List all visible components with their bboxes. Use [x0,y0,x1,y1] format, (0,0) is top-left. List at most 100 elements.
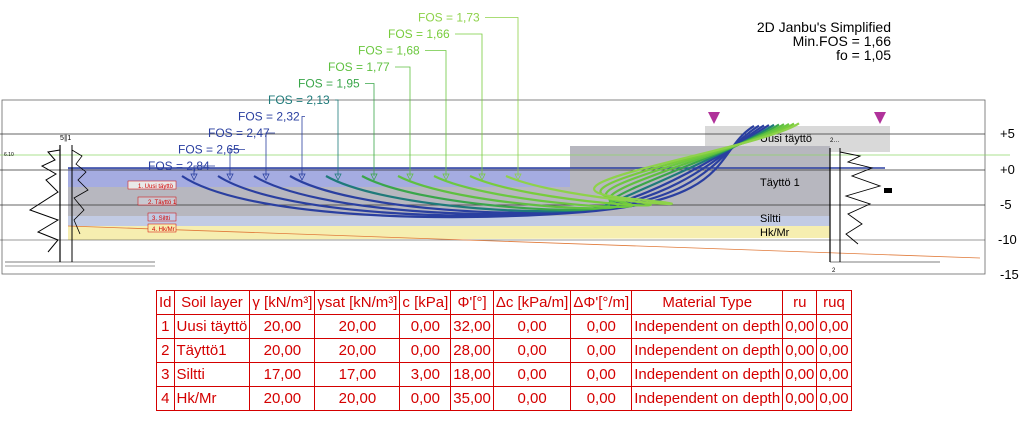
table-row: 1 Uusi täyttö 20,00 20,00 0,00 32,00 0,00 0,00 I… [156,314,852,339]
table-cell: Independent on depth [631,362,784,387]
table-cell: 0,00 [570,386,633,411]
slip-entry-marker [226,173,234,181]
slip-entry-marker [478,173,486,181]
table-cell: 0,00 [782,314,818,339]
legend-hk: 4. Hk/Mr [152,227,175,233]
min-fos-label: Min.FOS = 1,66 [792,33,891,49]
elev-tick-plus5: +5 [1000,126,1015,141]
table-cell: 20,00 [314,386,401,411]
load-marker-right [874,112,886,124]
elev-tick-minus15: -15 [1000,267,1019,282]
table-header-cell: ΔΦ'[°/m] [570,290,633,315]
elev-tick-minus10: -10 [998,232,1017,247]
table-header-cell: γ [kN/m³] [249,290,316,315]
fos-label: FOS = 1,66 [388,27,450,41]
table-header-cell: ruq [816,290,852,315]
layer-legend: 1. Uusi täyttö 2. Täyttö 1 3. Siltti 4. … [127,180,177,233]
elev-tick-0: +0 [1000,162,1015,177]
fos-leader-line [193,165,215,176]
slip-entry-marker [514,173,522,181]
base-slope-line [67,225,981,259]
table-cell: 20,00 [314,314,401,339]
table-header-cell: Soil layer [173,290,251,315]
legend-siltti: 3. Siltti [152,216,170,222]
table-cell: 0,00 [782,338,818,363]
svg-text:2: 2 [832,268,836,274]
slip-entry-marker [334,173,342,181]
table-cell: 0,00 [570,338,633,363]
slip-entry-marker [406,173,414,181]
slip-entry-marker [442,173,450,181]
table-cell: 0,00 [399,386,452,411]
table-cell: Independent on depth [631,386,784,411]
fos-leader-line [229,149,245,176]
slope-stability-diagram: 5∥1 6.10 1. Uusi täyttö 2. Täyttö 1 3. S… [0,11,1019,282]
table-cell: 0,00 [782,362,818,387]
table-header-cell: γsat [kN/m³] [314,290,401,315]
label-taytto-1: Täyttö 1 [760,177,800,189]
right-borehole-log: 2… 2 [829,138,940,274]
table-cell: 0,00 [782,386,818,411]
table-cell: 1 [156,314,175,339]
elev-tick-minus5: -5 [1000,197,1012,212]
layer-uusi-taytto [705,126,890,152]
layer-siltti [68,216,830,226]
fos-leader-line [485,17,519,176]
fos-label: FOS = 1,95 [298,77,360,91]
fos-label: FOS = 1,68 [358,44,420,58]
soil-parameters-table: Id Soil layer γ [kN/m³] γsat [kN/m³] c [kPa]… [156,290,852,411]
table-cell: Uusi täyttö [173,314,251,339]
fos-leader-line [265,132,275,176]
legend-taytto: 2. Täyttö 1 [148,200,177,206]
slip-surface [361,123,780,211]
table-cell: 0,00 [816,386,852,411]
fos-label: FOS = 2,13 [268,93,330,107]
slip-surface [505,122,800,206]
slip-entry-marker [190,173,198,181]
svg-text:2…: 2… [830,138,839,144]
table-cell: 3,00 [399,362,452,387]
table-cell: 2 [156,338,175,363]
table-cell: 0,00 [816,362,852,387]
table-header-cell: ru [782,290,818,315]
section-frame [1,99,986,275]
table-cell: 20,00 [249,314,316,339]
table-cell: Täyttö1 [173,338,251,363]
table-cell: 0,00 [399,338,452,363]
layer-hk-mr [68,226,830,240]
svg-text:5∥1: 5∥1 [60,134,71,142]
table-cell: 0,00 [492,338,572,363]
fos-leader-line [301,116,305,176]
table-cell: 0,00 [816,314,852,339]
legend-uusi: 1. Uusi täyttö [138,184,174,190]
fos-leader-line [455,33,483,176]
load-marker-left [708,112,720,124]
fos-leader-line [425,50,447,176]
table-header-cell: Material Type [631,290,784,315]
fos-leader-line [335,99,339,176]
fos-label: FOS = 2,32 [238,110,300,124]
left-borehole-log: 5∥1 6.10 [4,134,155,267]
label-siltti: Siltti [760,213,781,225]
label-hk-mr: Hk/Mr [760,227,790,239]
table-cell: 0,00 [492,386,572,411]
svg-text:6.10: 6.10 [4,152,14,158]
table-cell: 0,00 [816,338,852,363]
fos-label: FOS = 2,47 [208,126,270,140]
analysis-method: 2D Janbu's Simplified [756,19,891,35]
table-cell: Siltti [173,362,251,387]
table-cell: Hk/Mr [173,386,251,411]
table-header-cell: Φ'[°] [450,290,494,315]
fos-label: FOS = 2,65 [178,143,240,157]
label-uusi-taytto: Uusi täyttö [760,133,812,145]
table-cell: 20,00 [314,338,401,363]
slip-entry-marker [262,173,270,181]
table-cell: Independent on depth [631,338,784,363]
slip-entry-marker [370,173,378,181]
slip-entry-marker [298,173,306,181]
table-cell: 0,00 [492,314,572,339]
table-row: 4 Hk/Mr 20,00 20,00 0,00 35,00 0,00 0,00 Indepen… [156,386,852,411]
fos-label: FOS = 2,84 [148,159,210,173]
table-cell: 17,00 [249,362,316,387]
slip-surfaces: FOS = 2,84 FOS = 2,65 FOS = 2,47 FOS = 2,32… [148,11,800,219]
